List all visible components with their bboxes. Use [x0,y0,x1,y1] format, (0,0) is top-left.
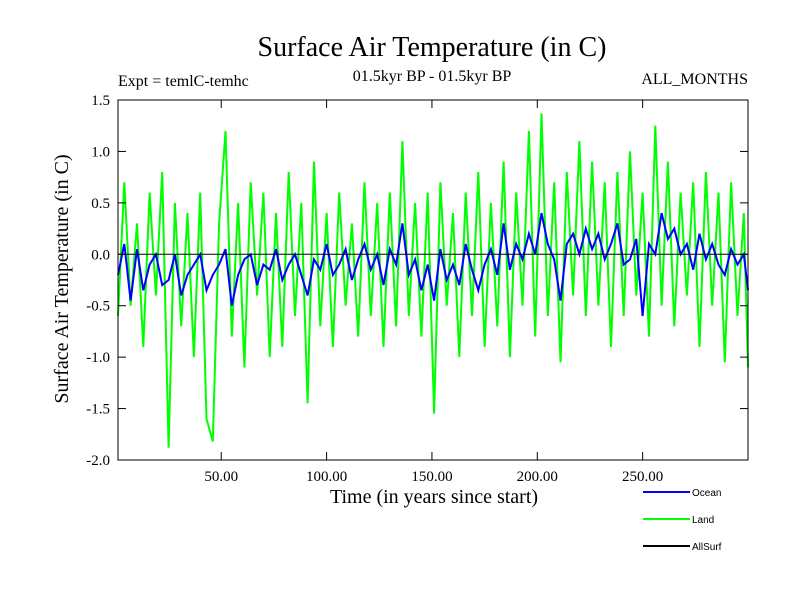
legend-label-allsurf: AllSurf [692,542,722,553]
x-tick-label: 150.00 [411,469,452,485]
months-label: ALL_MONTHS [641,71,748,88]
period-label: 01.5kyr BP - 01.5kyr BP [353,68,512,85]
legend-label-land: Land [692,515,714,526]
y-tick-label: -2.0 [86,453,110,469]
legend: Ocean Land AllSurf [643,488,722,553]
x-tick-label: 250.00 [622,469,663,485]
y-tick-label: -1.0 [86,350,110,366]
y-tick-label: -1.5 [86,402,110,418]
chart-title: Surface Air Temperature (in C) [258,32,607,63]
y-tick-label: 0.5 [91,196,110,212]
series-line-land [117,113,749,448]
y-tick-label: 0.0 [91,247,110,263]
y-tick-label: -0.5 [86,299,110,315]
axes: 1.5 1.0 0.5 0.0 -0.5 -1.0 -1.5 -2.0 50.00 100.00 1… [86,93,749,485]
y-tick-label: 1.5 [91,93,110,109]
x-tick-label: 200.00 [517,469,558,485]
x-tick-label: 100.00 [306,469,347,485]
plot-frame [117,99,749,461]
experiment-label: Expt = temlC-temhc [118,73,249,90]
x-tick-label: 50.00 [204,469,238,485]
x-axis-label: Time (in years since start) [330,486,538,508]
y-tick-label: 1.0 [91,144,110,160]
plot-area [117,113,749,448]
y-axis-label: Surface Air Temperature (in C) [51,154,73,403]
series-line-ocean [117,212,749,317]
legend-label-ocean: Ocean [692,488,721,499]
